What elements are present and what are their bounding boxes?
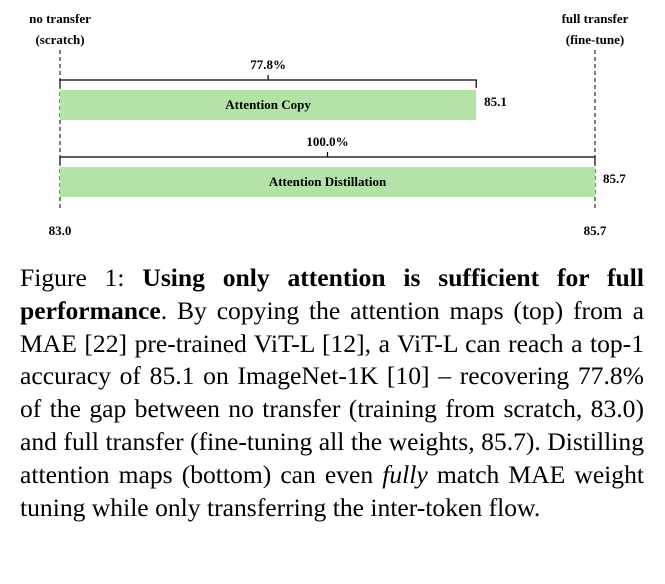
caption-italic: fully (382, 459, 428, 489)
gap-label: 100.0% (306, 134, 348, 149)
bar (60, 90, 477, 120)
end-label: no transfer (29, 11, 91, 26)
brace (59, 75, 477, 88)
end-label: (fine-tune) (566, 32, 625, 47)
bar (60, 167, 595, 197)
value-label: 85.7 (603, 171, 626, 186)
caption-text: . By copying the attention maps (top) fr… (20, 295, 644, 489)
x-tick-label: 85.7 (584, 223, 607, 238)
bar-label: Attention Copy (225, 97, 311, 112)
caption-text: match MAE weight tuning while only trans… (20, 459, 645, 522)
x-tick-label: 83.0 (49, 223, 72, 238)
chart: 83.0 85.7 no transfer (scratch) full transfe… (29, 11, 629, 238)
gap-label: 77.8% (250, 57, 286, 72)
bar-label: Attention Distillation (269, 174, 387, 189)
caption: Figure 1: Using only attention is suffic… (20, 262, 644, 524)
end-label: full transfer (562, 11, 629, 26)
brace (59, 152, 596, 165)
caption-bold: Using only attention is sufficient for f… (20, 263, 644, 325)
value-label: 85.1 (484, 94, 507, 109)
caption-label: Figure 1: (20, 263, 125, 292)
end-label: (scratch) (35, 32, 84, 47)
